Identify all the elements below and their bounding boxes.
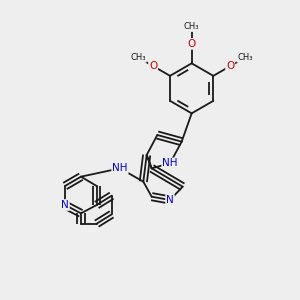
Text: CH₃: CH₃: [237, 53, 253, 62]
Text: NH: NH: [112, 163, 128, 173]
Text: NH: NH: [162, 158, 178, 168]
Text: N: N: [61, 200, 69, 210]
Text: CH₃: CH₃: [130, 53, 146, 62]
Text: CH₃: CH₃: [184, 22, 200, 31]
Text: N: N: [166, 195, 174, 205]
Text: O: O: [226, 61, 234, 71]
Text: O: O: [149, 61, 157, 71]
Text: O: O: [188, 39, 196, 49]
